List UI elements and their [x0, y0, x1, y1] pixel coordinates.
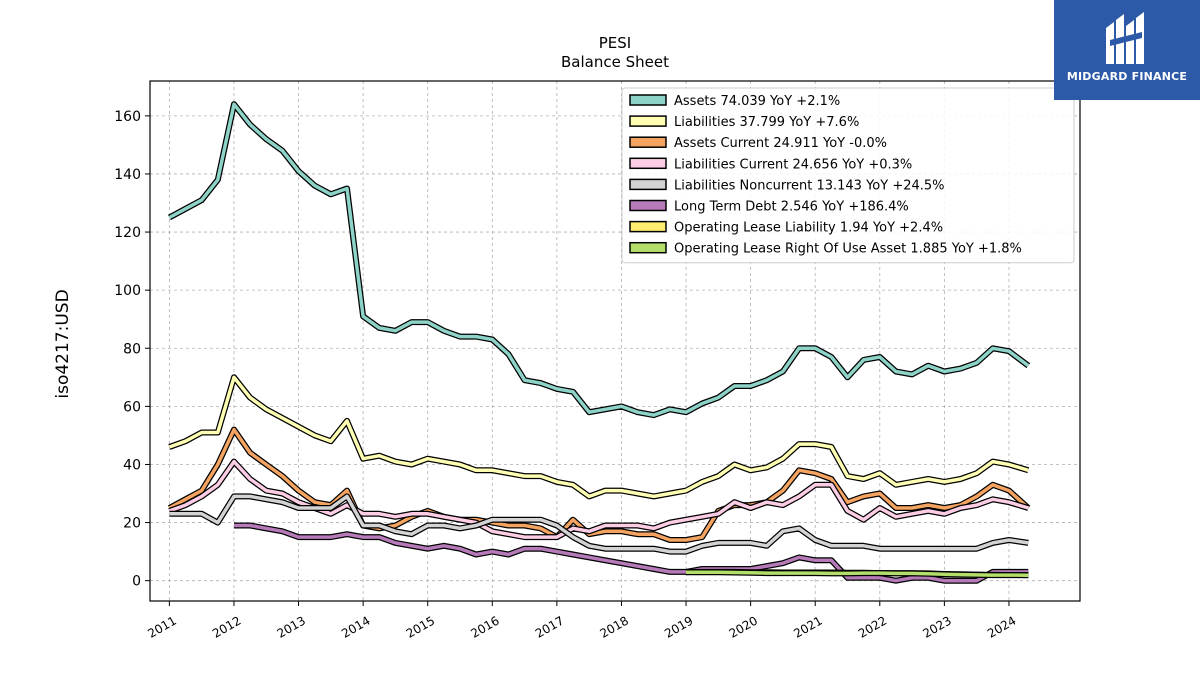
legend-entry: Operating Lease Liability 1.94 YoY +2.4% — [674, 221, 943, 236]
y-tick-label: 20 — [123, 516, 141, 532]
x-tick-label: 2021 — [791, 613, 824, 640]
y-tick-label: 40 — [123, 457, 141, 473]
legend-entry: Assets Current 24.911 YoY -0.0% — [674, 136, 887, 151]
legend-entry: Liabilities Current 24.656 YoY +0.3% — [674, 157, 912, 172]
series-line — [686, 570, 1029, 577]
series-line — [168, 427, 1030, 542]
x-tick-label: 2012 — [210, 613, 243, 640]
series-line — [234, 523, 1029, 583]
chart-title: PESI — [599, 34, 631, 52]
legend-swatch — [629, 241, 667, 254]
series-line — [169, 494, 1029, 554]
y-tick-label: 120 — [114, 225, 141, 241]
legend-swatch — [629, 199, 667, 212]
x-tick-label: 2023 — [920, 613, 953, 640]
y-axis-ticks: 0 20 40 60 80 100 120 140 160 — [114, 109, 150, 590]
x-tick-label: 2018 — [598, 613, 631, 640]
x-tick-label: 2014 — [339, 613, 372, 640]
legend-entry: Long Term Debt 2.546 YoY +186.4% — [674, 200, 909, 215]
legend-box — [621, 87, 1075, 264]
midgard-finance-logo: MIDGARD FINANCE — [1054, 0, 1200, 100]
legend-swatch — [629, 178, 667, 191]
x-tick-label: 2013 — [275, 613, 308, 640]
x-tick-label: 2011 — [145, 613, 178, 640]
x-axis-ticks: 2011 2012 2013 2014 2015 2016 2017 2018 2019 2020… — [145, 601, 1018, 641]
chart-subtitle: Balance Sheet — [561, 53, 669, 71]
legend-swatch — [629, 220, 667, 233]
legend-swatch — [629, 94, 667, 106]
y-axis-label: iso4217:USD — [53, 289, 73, 398]
x-tick-label: 2019 — [662, 613, 695, 640]
y-tick-label: 60 — [123, 399, 141, 415]
legend-entry: Operating Lease Right Of Use Asset 1.885… — [674, 242, 1022, 257]
x-tick-label: 2022 — [856, 613, 889, 640]
legend-entry: Liabilities Noncurrent 13.143 YoY +24.5% — [674, 178, 945, 193]
y-tick-label: 160 — [114, 109, 141, 125]
y-tick-label: 100 — [114, 283, 141, 299]
series-lines — [167, 101, 1031, 584]
x-tick-label: 2016 — [468, 613, 501, 640]
legend-entry: Liabilities 37.799 YoY +7.6% — [674, 115, 859, 130]
y-tick-label: 140 — [114, 167, 141, 183]
legend-swatch — [629, 136, 667, 148]
logo-name: MIDGARD FINANCE — [1066, 70, 1188, 83]
legend-swatch — [629, 157, 667, 170]
logo-mark-icon — [1106, 12, 1144, 64]
series-line — [168, 102, 1030, 417]
x-tick-label: 2024 — [985, 613, 1018, 640]
legend-entry: Assets 74.039 YoY +2.1% — [674, 94, 840, 109]
legend: Assets 74.039 YoY +2.1% Liabilities 37.79… — [621, 87, 1075, 264]
x-tick-label: 2020 — [727, 613, 760, 640]
legend-swatch — [629, 115, 667, 127]
y-tick-label: 0 — [132, 574, 141, 590]
y-tick-label: 80 — [123, 341, 141, 357]
plot-frame — [149, 80, 1081, 602]
x-tick-label: 2015 — [404, 613, 437, 640]
x-tick-label: 2017 — [533, 613, 566, 640]
series-line — [168, 375, 1029, 499]
